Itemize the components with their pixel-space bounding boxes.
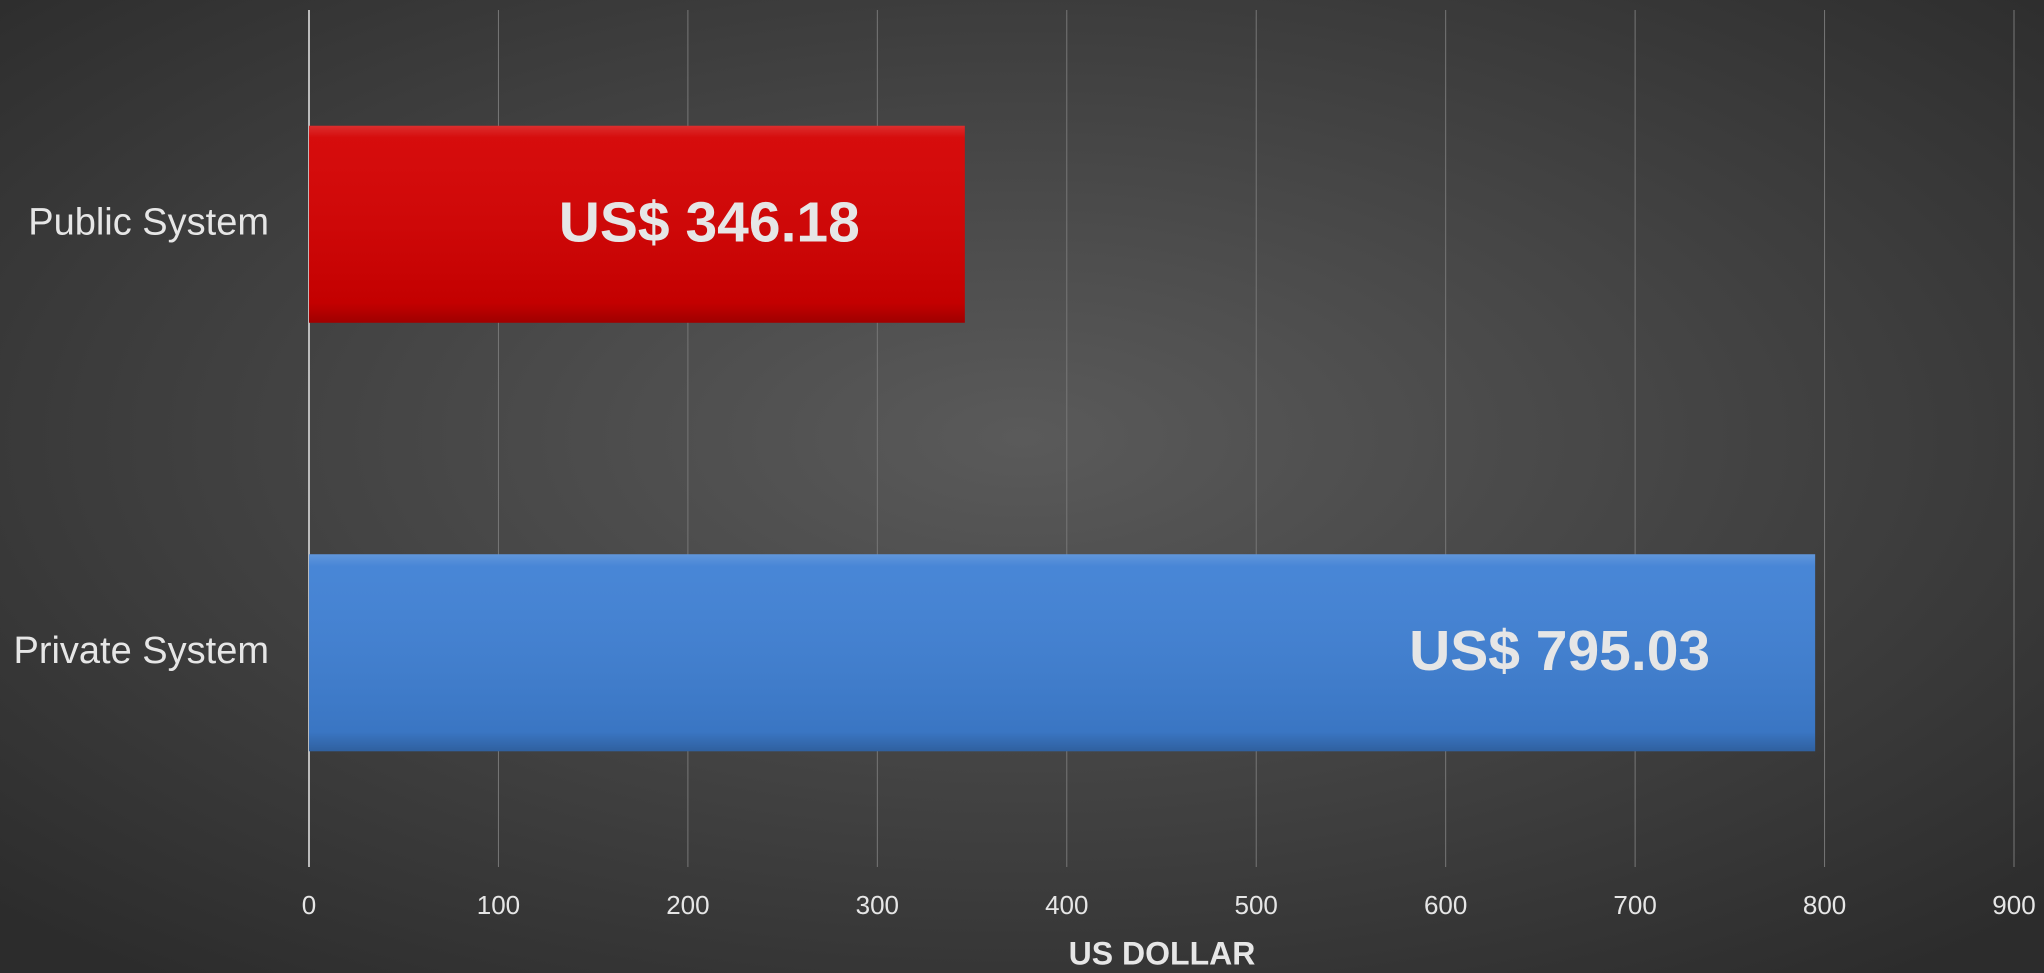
x-axis-label: US DOLLAR: [1069, 935, 1256, 971]
bar-shade: [309, 554, 1816, 752]
x-tick-label: 0: [302, 890, 316, 920]
x-tick-label: 600: [1424, 890, 1467, 920]
bar-shade: [309, 125, 965, 323]
x-tick-label: 700: [1613, 890, 1656, 920]
y-tick-label: Public System: [28, 201, 269, 243]
x-tick-label: 200: [666, 890, 709, 920]
x-tick-label: 100: [477, 890, 520, 920]
x-tick-label: 500: [1235, 890, 1278, 920]
x-tick-label: 800: [1803, 890, 1846, 920]
x-tick-label: 400: [1045, 890, 1088, 920]
y-tick-label: Private System: [13, 630, 269, 672]
x-tick-label: 900: [1992, 890, 2035, 920]
x-tick-label: 300: [856, 890, 899, 920]
value-label: US$ 346.18: [559, 190, 860, 254]
value-label: US$ 795.03: [1409, 619, 1710, 683]
